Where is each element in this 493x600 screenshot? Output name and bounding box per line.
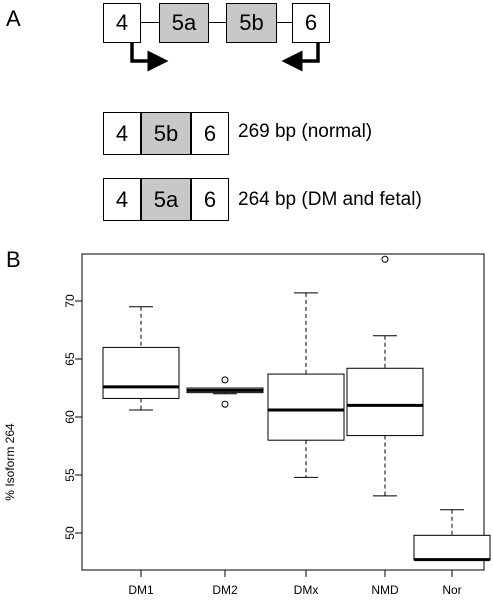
isoform-dm-label: 264 bp (DM and fetal) — [238, 189, 422, 210]
box-nmd — [346, 255, 424, 497]
plot-frame — [81, 253, 485, 571]
isoform-normal-exon-6: 6 — [191, 112, 229, 155]
isoform-dm-exon-5a: 5a — [141, 178, 191, 221]
intron-line-5a-5b — [209, 22, 226, 23]
outlier-point — [221, 400, 229, 408]
box-dm1 — [102, 306, 180, 411]
y-axis: 50 55 60 65 70 — [63, 294, 82, 540]
iqr-box — [346, 367, 424, 437]
exon-5a: 5a — [159, 3, 209, 43]
exon-5b: 5b — [226, 3, 277, 43]
isoform-dm-exon-4: 4 — [103, 178, 141, 221]
y-tick-label: 55 — [63, 468, 77, 482]
isoform-normal-label: 269 bp (normal) — [238, 121, 373, 142]
box-dmx — [267, 292, 345, 478]
x-axis: DM1 DM2 DMx NMD Nor — [128, 570, 462, 597]
exon-4: 4 — [103, 3, 141, 43]
box-series — [102, 255, 491, 562]
y-tick-label: 50 — [63, 526, 77, 540]
intron-line-4-5a — [141, 22, 159, 23]
isoform-dm-exon-6: 6 — [191, 178, 229, 221]
iqr-box — [102, 346, 180, 399]
y-tick-label: 65 — [63, 352, 77, 366]
y-tick-label: 70 — [63, 294, 77, 308]
isoform-normal-exon-4: 4 — [103, 112, 141, 155]
x-tick-label: DM2 — [212, 583, 238, 597]
primer-arrows — [130, 43, 320, 72]
x-tick-label: Nor — [442, 583, 461, 597]
intron-line-5b-6 — [277, 22, 292, 23]
panel-b-label: B — [6, 247, 21, 272]
box-dm2 — [186, 376, 264, 408]
exon-6: 6 — [292, 3, 330, 43]
y-axis-label: % Isoform 264 — [3, 423, 17, 501]
panel-a-label: A — [6, 6, 21, 31]
reverse-primer-arrow — [281, 43, 320, 72]
x-tick-label: DMx — [294, 583, 319, 597]
forward-primer-arrow — [130, 43, 169, 72]
iqr-box — [413, 534, 491, 561]
outlier-point — [381, 255, 389, 263]
boxplot-chart: 50 55 60 65 70 DM1 DM2 DMx NMD Nor % Isoform 264 — [3, 253, 491, 597]
outlier-point — [221, 376, 229, 384]
isoform-normal-exon-5b: 5b — [141, 112, 191, 155]
x-tick-label: DM1 — [128, 583, 154, 597]
y-tick-label: 60 — [63, 410, 77, 424]
iqr-box — [267, 373, 345, 441]
box-nor — [413, 509, 491, 562]
x-tick-label: NMD — [371, 583, 399, 597]
